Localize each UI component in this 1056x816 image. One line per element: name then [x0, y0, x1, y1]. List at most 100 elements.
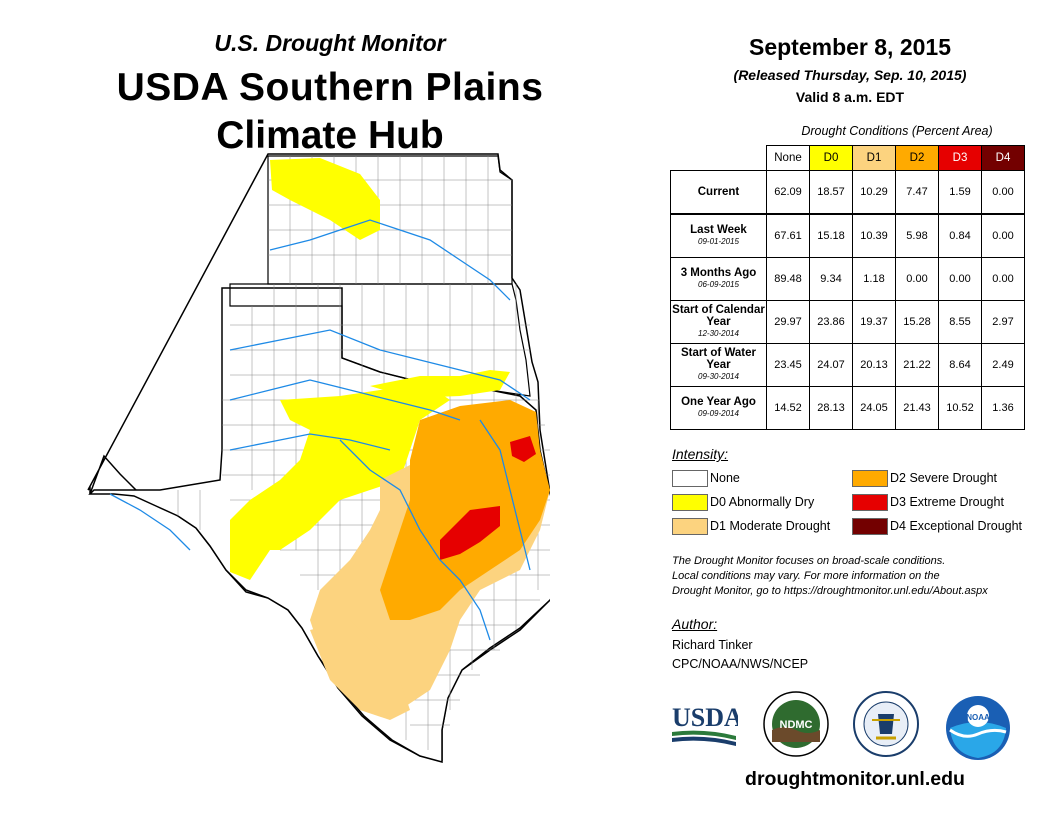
column-header-d4: D4 [981, 145, 1025, 171]
table-cell: 0.00 [895, 257, 939, 301]
note-line3: Drought Monitor, go to https://droughtmo… [672, 585, 988, 597]
d3-area-northeast [510, 436, 536, 462]
legend-label: D4 Exceptional Drought [890, 519, 1023, 533]
table-cell: 24.07 [809, 343, 853, 387]
table-cell: 1.59 [938, 170, 982, 215]
table-row: Last Week 09-01-2015 67.61 15.18 10.39 5.98 0.… [670, 213, 1025, 258]
region-title-line1: USDA Southern Plains [116, 66, 544, 109]
legend-label: D2 Severe Drought [890, 471, 998, 485]
row-label: One Year Ago 09-09-2014 [670, 386, 767, 430]
legend-item: D2 Severe Drought [852, 470, 1042, 487]
table-cell: 21.22 [895, 343, 939, 387]
website-url[interactable]: droughtmonitor.unl.edu [745, 768, 965, 790]
table-cell: 23.45 [766, 343, 810, 387]
legend-swatch [672, 494, 708, 511]
table-cell: 23.86 [809, 300, 853, 344]
table-cell: 10.39 [852, 213, 896, 258]
legend-item: D0 Abnormally Dry [672, 494, 862, 511]
table-row: Start of Water Year 09-30-2014 23.45 24.07 2… [670, 343, 1025, 387]
drought-areas [230, 158, 550, 720]
table-cell: 0.00 [981, 213, 1025, 258]
column-header-none: None [766, 145, 810, 171]
ndmc-logo: NDMC [763, 691, 829, 757]
row-label-text: Last Week [690, 224, 747, 236]
author-title: Author: [672, 616, 718, 632]
table-cell: 20.13 [852, 343, 896, 387]
author-name: Richard Tinker [672, 638, 753, 652]
column-header-d3: D3 [938, 145, 982, 171]
table-cell: 0.84 [938, 213, 982, 258]
monitor-title: U.S. Drought Monitor [214, 30, 446, 56]
d1-area-south [310, 620, 410, 720]
row-label-date: 09-09-2014 [698, 409, 739, 418]
row-label: Last Week 09-01-2015 [670, 213, 767, 258]
table-cell: 14.52 [766, 386, 810, 430]
table-cell: 8.64 [938, 343, 982, 387]
table-row: 3 Months Ago 06-09-2015 89.48 9.34 1.18 0.00 0… [670, 257, 1025, 301]
table-cell: 2.49 [981, 343, 1025, 387]
table-cell: 0.00 [981, 170, 1025, 215]
d2-area-east [380, 400, 550, 620]
d3-area-central [440, 506, 500, 560]
row-label-text: Start of Water Year [681, 347, 756, 371]
table-caption: Drought Conditions (Percent Area) [801, 124, 993, 138]
noaa-logo-text: NOAA [966, 713, 990, 722]
table-header-row: None D0 D1 D2 D3 D4 [671, 145, 1025, 171]
column-header-d1: D1 [852, 145, 896, 171]
commerce-seal-logo [853, 691, 919, 757]
note-line1: The Drought Monitor focuses on broad-sca… [672, 555, 946, 567]
d0-area-west-texas [230, 522, 270, 580]
note-line2: Local conditions may vary. For more info… [672, 570, 940, 582]
legend-swatch [672, 470, 708, 487]
table-cell: 0.00 [938, 257, 982, 301]
row-label-date: 09-01-2015 [698, 237, 739, 246]
d0-area-kansas [270, 158, 380, 240]
legend-item: D3 Extreme Drought [852, 494, 1042, 511]
row-label-text: Current [697, 186, 740, 198]
legend-label: D3 Extreme Drought [890, 495, 1004, 509]
legend-item: None [672, 470, 862, 487]
table-cell: 18.57 [809, 170, 853, 215]
table-cell: 21.43 [895, 386, 939, 430]
table-cell: 67.61 [766, 213, 810, 258]
row-label: Start of Water Year 09-30-2014 [670, 343, 767, 387]
table-cell: 28.13 [809, 386, 853, 430]
row-label-date: 12-30-2014 [698, 329, 739, 338]
table-cell: 2.97 [981, 300, 1025, 344]
table-row: Start of Calendar Year 12-30-2014 29.97 23.… [670, 300, 1025, 344]
drought-conditions-table: None D0 D1 D2 D3 D4 Current 62.09 18.57 10.29 7.4… [670, 145, 1025, 430]
legend-label: D0 Abnormally Dry [710, 495, 815, 509]
table-cell: 1.18 [852, 257, 896, 301]
table-cell: 15.18 [809, 213, 853, 258]
usda-logo-text: USDA [672, 703, 738, 732]
legend-label: D1 Moderate Drought [710, 519, 831, 533]
row-label: Current [670, 170, 767, 215]
row-label-text: 3 Months Ago [680, 267, 757, 279]
table-row: One Year Ago 09-09-2014 14.52 28.13 24.05 21.… [670, 386, 1025, 430]
rivers [109, 219, 531, 641]
row-label-text: Start of Calendar Year [672, 304, 765, 328]
map-date: September 8, 2015 [748, 34, 951, 60]
author-org: CPC/NOAA/NWS/NCEP [672, 657, 809, 671]
row-label-text: One Year Ago [681, 396, 756, 408]
region-title-line2: Climate Hub [216, 114, 444, 157]
table-cell: 0.00 [981, 257, 1025, 301]
table-cell: 1.36 [981, 386, 1025, 430]
column-header-d2: D2 [895, 145, 939, 171]
usda-logo: USDA [672, 703, 738, 746]
table-cell: 10.29 [852, 170, 896, 215]
row-label-date: 09-30-2014 [698, 372, 739, 381]
column-header-d0: D0 [809, 145, 853, 171]
table-cell: 10.52 [938, 386, 982, 430]
table-cell: 8.55 [938, 300, 982, 344]
table-cell: 29.97 [766, 300, 810, 344]
table-cell: 5.98 [895, 213, 939, 258]
legend-item: D1 Moderate Drought [672, 518, 862, 535]
legend-label: None [710, 471, 740, 485]
legend-item: D4 Exceptional Drought [852, 518, 1042, 535]
legend-swatch [852, 470, 888, 487]
table-cell: 24.05 [852, 386, 896, 430]
row-label: Start of Calendar Year 12-30-2014 [670, 300, 767, 344]
legend-swatch [852, 494, 888, 511]
row-label-date: 06-09-2015 [698, 280, 739, 289]
